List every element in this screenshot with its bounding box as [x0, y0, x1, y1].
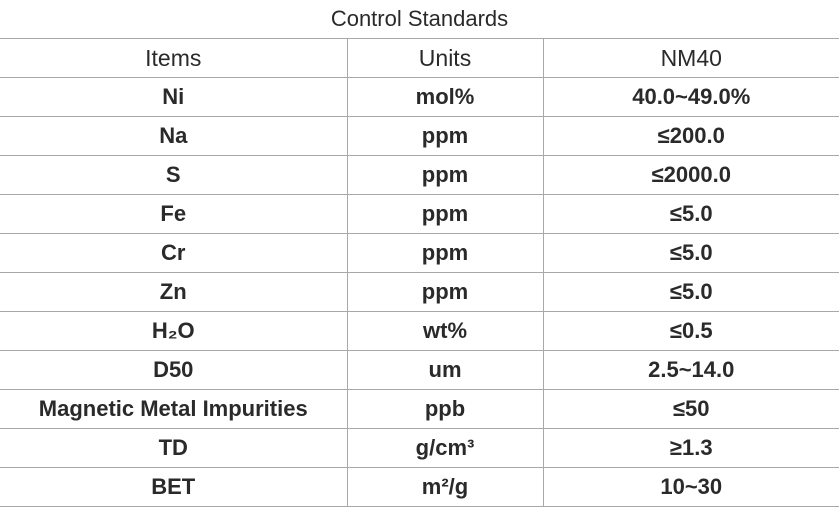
header-cell: Units	[346, 38, 544, 78]
table-cell: um	[346, 350, 544, 390]
table-row: BET m²/g 10~30	[0, 467, 839, 507]
table-cell: ≤200.0	[542, 116, 839, 156]
table-cell: g/cm³	[346, 428, 544, 468]
table-cell: ≤0.5	[542, 311, 839, 351]
title-row: Control Standards	[0, 0, 839, 39]
table-cell: Cr	[0, 233, 348, 273]
table-cell: ppm	[346, 194, 544, 234]
table-row: Fe ppm ≤5.0	[0, 194, 839, 234]
table-cell: D50	[0, 350, 348, 390]
table-cell: Zn	[0, 272, 348, 312]
table-cell: ≥1.3	[542, 428, 839, 468]
table-title: Control Standards	[0, 0, 839, 39]
table-cell: ≤5.0	[542, 272, 839, 312]
table-cell: Ni	[0, 77, 348, 117]
table-cell: mol%	[346, 77, 544, 117]
table-cell: wt%	[346, 311, 544, 351]
table-cell: 2.5~14.0	[542, 350, 839, 390]
table-row: Magnetic Metal Impurities ppb ≤50	[0, 389, 839, 429]
table-cell: ≤2000.0	[542, 155, 839, 195]
header-cell: NM40	[542, 38, 839, 78]
table-row: Na ppm ≤200.0	[0, 116, 839, 156]
table-cell: Magnetic Metal Impurities	[0, 389, 348, 429]
table-row: Ni mol% 40.0~49.0%	[0, 77, 839, 117]
table-cell: ppm	[346, 116, 544, 156]
header-cell: Items	[0, 38, 348, 78]
table-cell: ppm	[346, 233, 544, 273]
table-cell: TD	[0, 428, 348, 468]
table-cell: ≤50	[542, 389, 839, 429]
table-cell: Fe	[0, 194, 348, 234]
table-cell: Na	[0, 116, 348, 156]
table-cell: 40.0~49.0%	[542, 77, 839, 117]
table-cell: ≤5.0	[542, 233, 839, 273]
table-cell: ≤5.0	[542, 194, 839, 234]
table-cell: S	[0, 155, 348, 195]
table-row: TD g/cm³ ≥1.3	[0, 428, 839, 468]
table-cell: ppm	[346, 155, 544, 195]
table-row: Zn ppm ≤5.0	[0, 272, 839, 312]
table-cell: ppm	[346, 272, 544, 312]
table-cell: m²/g	[346, 467, 544, 507]
table-cell: H₂O	[0, 311, 348, 351]
table-row: Cr ppm ≤5.0	[0, 233, 839, 273]
table-cell: 10~30	[542, 467, 839, 507]
header-row: Items Units NM40	[0, 38, 839, 78]
table-cell: BET	[0, 467, 348, 507]
table-row: D50 um 2.5~14.0	[0, 350, 839, 390]
table-cell: ppb	[346, 389, 544, 429]
table-row: H₂O wt% ≤0.5	[0, 311, 839, 351]
